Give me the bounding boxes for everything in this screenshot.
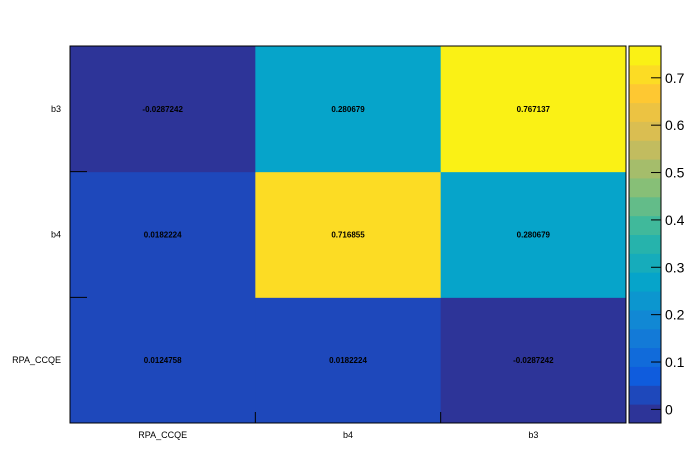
colorbar-frame <box>628 45 662 424</box>
x-tick-label: RPA_CCQE <box>138 430 187 440</box>
cell-value-label: 0.280679 <box>331 105 365 114</box>
colorbar-tick-label: 0.1 <box>665 354 685 370</box>
colorbar-tick-label: 0.2 <box>665 307 685 323</box>
colorbar-tick-label: 0.7 <box>665 70 685 86</box>
x-tick-label: b4 <box>343 430 353 440</box>
colorbar-tick-labels: 0 0.1 0.2 0.3 0.4 0.5 0.6 0.7 <box>665 70 685 418</box>
axis-ticks <box>70 45 442 423</box>
colorbar-band <box>629 83 661 104</box>
colorbar-band <box>629 291 661 311</box>
heatmap-cell <box>70 171 256 298</box>
colorbar-band <box>629 347 661 367</box>
colorbar-band <box>629 366 661 386</box>
heatmap-cells <box>70 46 627 424</box>
heatmap-cell <box>440 46 627 173</box>
colorbar-band <box>629 309 661 330</box>
cell-value-label: 0.0124758 <box>144 356 182 365</box>
colorbar-band <box>629 253 661 273</box>
heatmap-cell <box>255 171 442 298</box>
colorbar-tick-label: 0.3 <box>665 259 685 275</box>
colorbar-band <box>629 64 661 85</box>
y-tick-label: RPA_CCQE <box>12 355 61 365</box>
heatmap-cell-labels: 0.0124758 0.0182224 -0.0287242 0.0182224 0.7… <box>142 105 554 365</box>
colorbar-band <box>629 404 661 424</box>
colorbar-band <box>629 102 661 122</box>
cell-value-label: 0.0182224 <box>329 356 367 365</box>
heatmap-cell <box>70 46 256 173</box>
x-axis-tick-labels: RPA_CCQE b4 b3 <box>138 430 538 440</box>
cell-value-label: 0.716855 <box>331 231 365 240</box>
x-tick-label: b3 <box>528 430 538 440</box>
cell-value-label: 0.280679 <box>517 231 551 240</box>
colorbar-band <box>629 328 661 349</box>
cell-value-label: -0.0287242 <box>142 105 183 114</box>
heatmap-cell <box>255 46 442 173</box>
cell-value-label: -0.0287242 <box>513 356 554 365</box>
plot-frame <box>69 45 627 424</box>
colorbar-tick-label: 0 <box>665 401 673 417</box>
colorbar-band <box>629 385 661 405</box>
colorbar-band <box>629 196 661 217</box>
colorbar-band <box>629 177 661 198</box>
y-tick-label: b4 <box>51 230 61 240</box>
heatmap-cell <box>70 297 256 424</box>
y-tick-label: b3 <box>51 104 61 114</box>
colorbar-tick-label: 0.5 <box>665 165 685 181</box>
cell-value-label: 0.0182224 <box>144 231 182 240</box>
colorbar-band <box>629 159 661 179</box>
y-axis-tick-labels: RPA_CCQE b4 b3 <box>12 104 61 365</box>
colorbar-band <box>629 121 661 141</box>
colorbar-tick-label: 0.6 <box>665 117 685 133</box>
cell-value-label: 0.767137 <box>517 105 551 114</box>
colorbar-band <box>629 46 661 66</box>
colorbar-band <box>629 272 661 292</box>
heatmap-cell <box>440 171 627 298</box>
colorbar-tick-label: 0.4 <box>665 212 685 228</box>
colorbar <box>628 45 662 424</box>
heatmap-cell <box>440 297 627 424</box>
colorbar-band <box>629 140 661 160</box>
colorbar-band <box>629 215 661 235</box>
colorbar-band <box>629 234 661 254</box>
heatmap-cell <box>255 297 442 424</box>
